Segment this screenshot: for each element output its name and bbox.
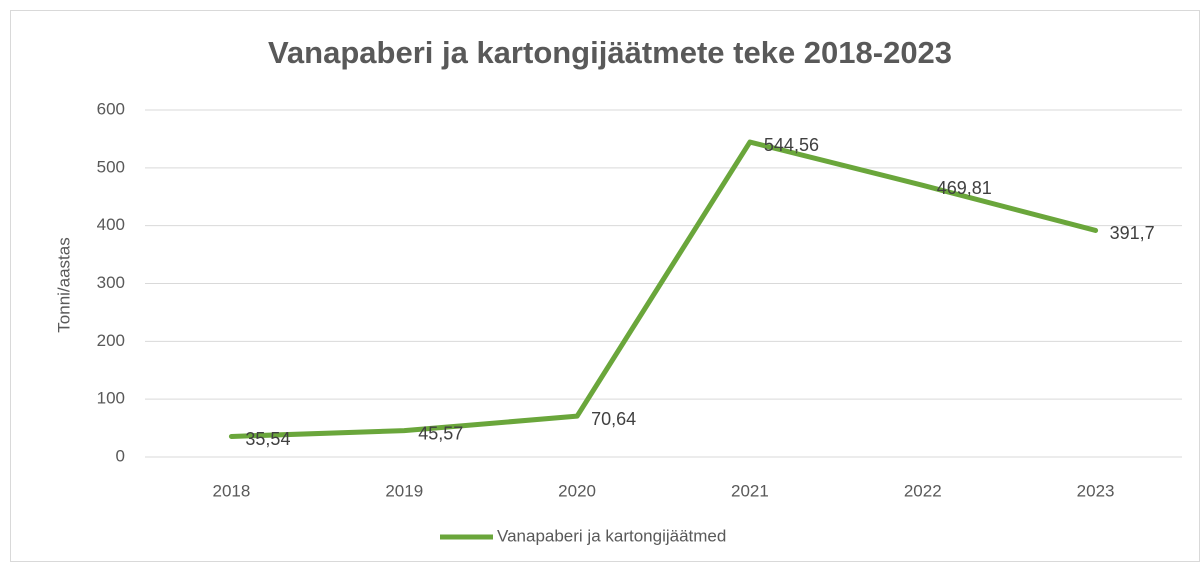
y-tick-label: 600 — [97, 99, 125, 118]
chart-title: Vanapaberi ja kartongijäätmete teke 2018… — [268, 35, 952, 70]
x-tick-label: 2018 — [213, 481, 251, 500]
y-tick-label: 200 — [97, 331, 125, 350]
data-label: 469,81 — [937, 178, 992, 198]
y-tick-label: 100 — [97, 389, 125, 408]
data-label: 544,56 — [764, 135, 819, 155]
data-label: 45,57 — [418, 423, 463, 443]
y-tick-label: 400 — [97, 215, 125, 234]
x-tick-label: 2020 — [558, 481, 596, 500]
y-tick-label: 0 — [116, 446, 125, 465]
x-tick-label: 2023 — [1077, 481, 1115, 500]
x-tick-label: 2019 — [385, 481, 423, 500]
x-tick-label: 2022 — [904, 481, 942, 500]
y-axis-label: Tonni/aastas — [54, 237, 73, 332]
data-label: 391,7 — [1110, 223, 1155, 243]
line-series — [228, 139, 1099, 439]
data-label: 70,64 — [591, 409, 636, 429]
data-label: 35,54 — [245, 429, 290, 449]
y-tick-label: 300 — [97, 273, 125, 292]
y-tick-label: 500 — [97, 157, 125, 176]
chart-frame — [10, 10, 1200, 562]
x-tick-label: 2021 — [731, 481, 769, 500]
legend-label: Vanapaberi ja kartongijäätmed — [497, 526, 726, 545]
